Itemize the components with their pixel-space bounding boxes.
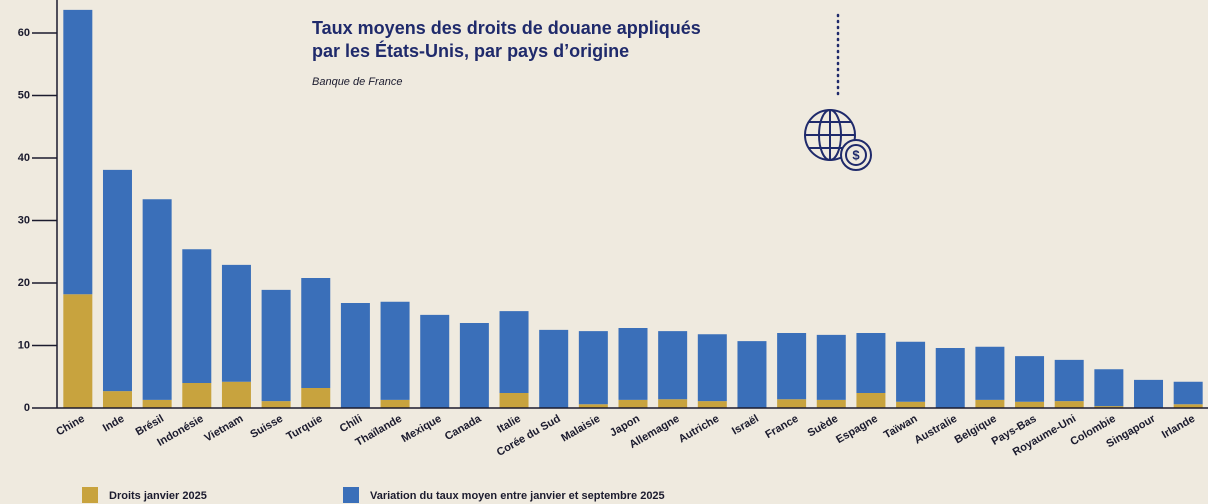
bar-segment (618, 399, 648, 408)
bar-segment (102, 169, 132, 392)
bar-segment (618, 328, 648, 400)
y-tick-label: 20 (18, 277, 30, 289)
bar-segment (1173, 381, 1203, 405)
x-tick-label: Israël (730, 413, 761, 438)
legend-label: Variation du taux moyen entre janvier et… (370, 490, 665, 502)
y-tick-label: 10 (18, 339, 30, 351)
x-tick-label: Chili (338, 413, 365, 435)
bar-segment (737, 341, 767, 408)
y-tick-label: 30 (18, 214, 30, 226)
legend-label: Droits janvier 2025 (109, 490, 207, 502)
bar-segment (142, 399, 172, 408)
chart-title: Taux moyens des droits de douane appliqu… (312, 18, 701, 38)
bar-segment (459, 323, 489, 408)
bar-segment (777, 333, 807, 400)
bar-segment (301, 388, 331, 408)
bar-segment (658, 399, 688, 408)
bar-segment (777, 399, 807, 408)
bar-segment (856, 393, 886, 408)
globe-icon: $ (804, 109, 872, 171)
bar-segment (182, 249, 212, 383)
bar-segment (340, 303, 370, 408)
x-tick-label: Chine (54, 413, 86, 439)
bar-segment (499, 393, 529, 408)
bar-segment (380, 399, 410, 408)
bar-segment (1015, 356, 1045, 402)
bar-segment (896, 341, 926, 402)
x-tick-label: Mexique (400, 413, 444, 445)
x-tick-label: Canada (443, 412, 484, 443)
bar-segment (221, 264, 251, 382)
bar-segment (578, 331, 608, 405)
bar-segment (261, 289, 291, 402)
bar-segment (142, 199, 172, 400)
x-tick-label: France (763, 413, 800, 441)
x-tick-label: Suisse (248, 413, 285, 441)
svg-text:$: $ (852, 147, 860, 162)
x-tick-label: Australie (912, 413, 959, 447)
x-tick-label: Inde (101, 413, 127, 435)
x-tick-label: Malaisie (559, 413, 602, 445)
bar-segment (1094, 369, 1124, 407)
chart-subtitle: Banque de France (312, 76, 403, 88)
legend-swatch (82, 487, 98, 503)
bar-segment (539, 329, 569, 408)
bar-segment (658, 331, 688, 400)
x-tick-label: Espagne (834, 413, 880, 446)
bar-segment (935, 348, 965, 408)
x-tick-label: Autriche (677, 413, 722, 446)
bar-segment (697, 334, 727, 402)
bar-segment (975, 399, 1005, 408)
bar-segment (1173, 404, 1203, 408)
bar-segment (975, 346, 1005, 400)
bar-segment (1094, 406, 1124, 408)
y-tick-label: 60 (18, 27, 30, 39)
bar-segment (1015, 401, 1045, 408)
bar-segment (1134, 379, 1164, 408)
legend-swatch (343, 487, 359, 503)
x-tick-label: Italie (495, 413, 523, 436)
y-tick-label: 40 (18, 152, 30, 164)
bar-segment (301, 278, 331, 388)
bar-segment (182, 383, 212, 408)
bar-segment (63, 9, 93, 295)
bar-segment (896, 401, 926, 408)
x-tick-label: Vietnam (203, 413, 246, 445)
chart-title: par les États-Unis, par pays d’origine (312, 40, 629, 61)
bar-segment (499, 311, 529, 393)
bar-segment (102, 391, 132, 408)
bar-segment (578, 404, 608, 408)
bar-segment (1054, 359, 1084, 402)
bar-segment (420, 314, 450, 408)
bar-segment (63, 294, 93, 408)
bar-segment (816, 399, 846, 408)
bar-segment (697, 401, 727, 408)
x-tick-label: Turquie (284, 413, 324, 443)
bar-segment (1054, 401, 1084, 408)
x-tick-label: Irlande (1160, 413, 1197, 441)
y-tick-label: 0 (24, 402, 30, 414)
bar-segment (221, 381, 251, 408)
bar-segment (380, 301, 410, 400)
bar-segment (261, 401, 291, 408)
y-tick-label: 50 (18, 89, 30, 101)
bar-segment (856, 333, 886, 393)
bar-segment (816, 334, 846, 400)
